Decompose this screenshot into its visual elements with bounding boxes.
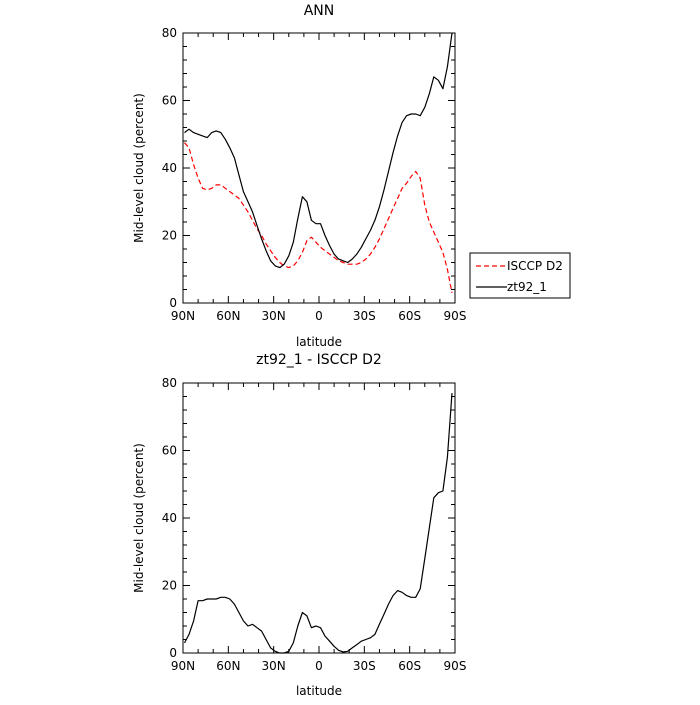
x-tick-label: 60N — [216, 659, 240, 673]
x-axis-label: latitude — [296, 684, 342, 698]
x-tick-label: 30N — [262, 309, 286, 323]
y-tick-label: 80 — [162, 26, 177, 40]
x-tick-label: 30S — [353, 659, 376, 673]
axis-ticks: 90N 60N 30N 0 30S 60S 90S 0 20 40 60 80 — [162, 26, 467, 323]
legend: ISCCP D2 zt92_1 — [469, 252, 571, 299]
x-tick-label: 90N — [171, 309, 195, 323]
chart-title: zt92_1 - ISCCP D2 — [256, 352, 382, 368]
x-tick-label: 90N — [171, 659, 195, 673]
chart-title: ANN — [304, 3, 335, 19]
y-tick-label: 20 — [162, 229, 177, 243]
y-axis-label: Mid-level cloud (percent) — [132, 443, 146, 593]
y-axis-label: Mid-level cloud (percent) — [132, 93, 146, 243]
series-layer — [184, 32, 453, 294]
plot-frame — [182, 382, 456, 654]
y-tick-label: 60 — [162, 444, 177, 458]
axis-ticks: 90N 60N 30N 0 30S 60S 90S 0 20 40 60 80 — [162, 376, 467, 673]
x-axis-label: latitude — [296, 335, 342, 349]
series-line-zt92-1 — [184, 32, 453, 269]
legend-label-zt92: zt92_1 — [507, 280, 547, 294]
y-tick-label: 20 — [162, 579, 177, 593]
series-line-isccp-d2 — [184, 142, 453, 294]
plot-frame — [182, 32, 456, 304]
series-line-difference — [183, 393, 453, 654]
x-tick-label: 30N — [262, 659, 286, 673]
y-tick-label: 40 — [162, 161, 177, 175]
x-tick-label: 0 — [315, 309, 323, 323]
x-tick-label: 30S — [353, 309, 376, 323]
legend-label-isccp: ISCCP D2 — [507, 259, 563, 273]
x-tick-label: 60N — [216, 309, 240, 323]
annual-cloud-chart: ANN 90N 60N 30N 0 30S 60S 90S 0 20 40 60 80 latitud… — [132, 3, 571, 349]
legend-box — [469, 252, 571, 299]
y-tick-label: 40 — [162, 511, 177, 525]
series-layer — [183, 393, 453, 654]
x-tick-label: 0 — [315, 659, 323, 673]
y-tick-label: 0 — [169, 296, 177, 310]
y-tick-label: 60 — [162, 94, 177, 108]
x-tick-label: 90S — [444, 659, 467, 673]
y-tick-label: 80 — [162, 376, 177, 390]
difference-chart: zt92_1 - ISCCP D2 90N 60N 30N 0 30S 60S 90S 0 20… — [132, 352, 466, 698]
y-tick-label: 0 — [169, 646, 177, 660]
x-tick-label: 60S — [398, 659, 421, 673]
x-tick-label: 90S — [444, 309, 467, 323]
x-tick-label: 60S — [398, 309, 421, 323]
